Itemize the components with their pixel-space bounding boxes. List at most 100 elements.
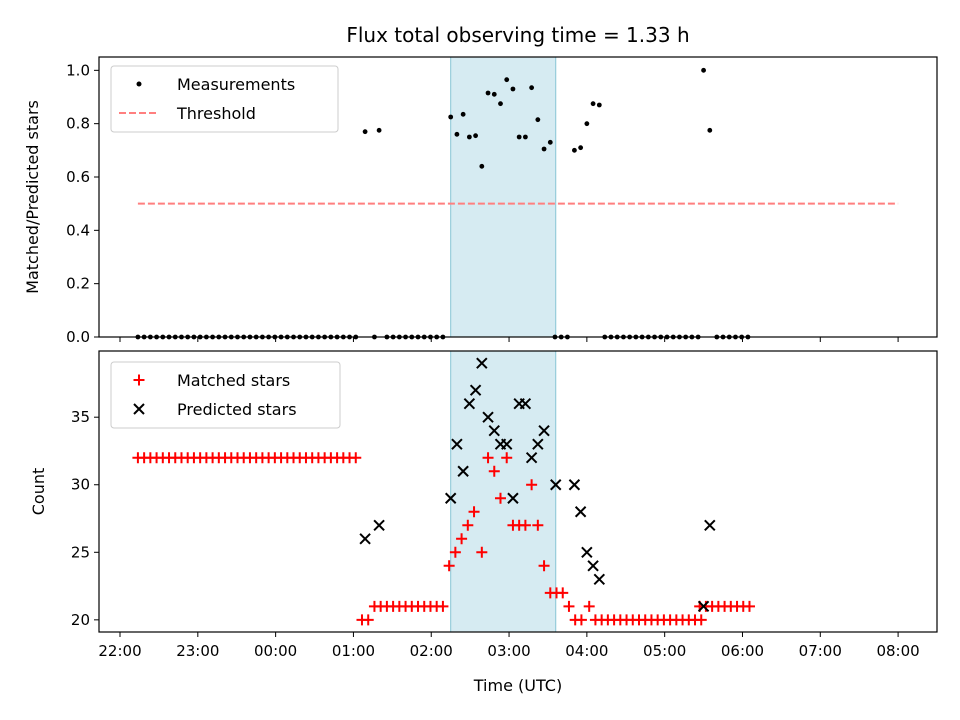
x-tick-label: 06:00 — [721, 642, 764, 660]
measurement-point — [510, 86, 516, 92]
top-y-axis-label: Matched/Predicted stars — [23, 100, 42, 294]
measurement-point — [701, 67, 706, 73]
matched-star-marker — [575, 614, 587, 626]
measurement-point — [376, 127, 382, 133]
x-tick-label: 05:00 — [643, 642, 686, 660]
predicted-star-marker — [568, 479, 581, 491]
top-y-tick-label: 0.2 — [66, 275, 90, 293]
highlight-span-bottom — [450, 350, 557, 633]
predicted-star-marker — [532, 438, 544, 450]
top-legend: Measurements Threshold — [110, 65, 339, 133]
predicted-star-marker — [469, 384, 482, 396]
x-axis-label: Time (UTC) — [473, 676, 562, 695]
measurement-point — [707, 127, 713, 133]
matched-star-marker — [563, 600, 575, 612]
legend-label-threshold: Threshold — [176, 104, 256, 123]
x-tick-label: 08:00 — [876, 642, 919, 660]
measurement-point — [590, 101, 596, 107]
predicted-star-marker — [457, 465, 469, 477]
matched-star-marker — [538, 560, 550, 572]
predicted-star-marker — [697, 600, 710, 613]
matched-star-marker — [443, 560, 455, 572]
legend-label-matched: Matched stars — [177, 371, 290, 390]
matched-star-marker — [449, 546, 461, 558]
measurement-point — [485, 90, 491, 96]
top-y-tick-label: 0.6 — [66, 168, 90, 186]
matched-star-marker — [362, 614, 374, 626]
predicted-star-marker — [476, 357, 488, 369]
measurement-point — [596, 102, 602, 108]
count-series — [132, 357, 755, 626]
x-tick-label: 03:00 — [487, 642, 530, 660]
predicted-star-marker — [501, 438, 513, 450]
predicted-star-marker — [482, 411, 494, 423]
measurement-point — [362, 129, 368, 135]
measurement-point — [491, 91, 497, 97]
predicted-star-marker — [538, 424, 550, 437]
matched-star-marker — [519, 519, 531, 531]
top-y-ticks: 0.0 0.2 0.4 0.6 0.8 1.0 — [66, 61, 99, 346]
predicted-star-marker — [519, 397, 532, 410]
bottom-y-tick-label: 30 — [71, 476, 90, 494]
measurement-point — [504, 77, 510, 83]
matched-star-marker — [695, 614, 707, 626]
predicted-star-marker — [373, 519, 385, 531]
matched-star-marker — [488, 465, 500, 477]
predicted-star-marker — [704, 519, 716, 531]
measurement-point — [578, 145, 584, 151]
top-x-ticks — [119, 337, 899, 342]
bottom-y-tick-label: 25 — [71, 543, 90, 561]
matched-star-marker — [462, 519, 474, 531]
matched-star-marker — [583, 600, 595, 612]
chart-title: Flux total observing time = 1.33 h — [346, 23, 689, 47]
x-tick-label: 23:00 — [176, 642, 219, 660]
bottom-y-axis-label: Count — [29, 468, 48, 516]
top-y-tick-label: 1.0 — [66, 61, 90, 79]
predicted-star-marker — [574, 506, 587, 518]
measurement-point — [454, 131, 460, 137]
matched-star-marker — [532, 519, 544, 531]
predicted-star-marker — [593, 573, 606, 586]
measurement-point — [448, 114, 454, 120]
measurement-point — [516, 134, 522, 140]
predicted-star-marker — [587, 560, 599, 572]
matched-star-marker — [468, 506, 480, 518]
measurement-point — [572, 147, 577, 153]
measurement-point — [547, 139, 553, 145]
matched-star-marker — [557, 587, 569, 599]
predicted-star-marker — [507, 492, 519, 504]
legend-x-marker — [133, 403, 145, 415]
predicted-star-marker — [550, 479, 562, 491]
matched-star-marker — [350, 452, 362, 464]
bottom-axes-frame — [98, 350, 938, 633]
legend-label-measurements: Measurements — [177, 75, 295, 94]
measurement-point — [473, 133, 478, 139]
measurement-point — [466, 134, 472, 140]
matched-star-marker — [482, 452, 494, 464]
predicted-star-marker — [451, 438, 463, 450]
x-tick-label: 02:00 — [410, 642, 453, 660]
matched-star-marker — [526, 479, 538, 491]
top-axes-frame — [98, 56, 938, 338]
bottom-legend-box — [110, 361, 341, 429]
x-tick-label: 00:00 — [254, 642, 297, 660]
measurement-point — [541, 146, 547, 152]
predicted-star-marker — [359, 533, 371, 545]
bottom-panel: 20 25 30 35 22:00 23:00 00:00 01:00 02:00 03:00 0… — [29, 350, 938, 695]
matched-star-marker — [476, 546, 488, 558]
bottom-y-tick-label: 35 — [71, 408, 90, 426]
predicted-star-marker — [488, 424, 500, 437]
measurement-point — [529, 85, 535, 91]
top-legend-box — [110, 65, 339, 133]
highlight-span-top — [450, 56, 557, 338]
measurement-point — [479, 163, 485, 169]
predicted-star-marker — [444, 492, 457, 504]
top-panel: 0.0 0.2 0.4 0.6 0.8 1.0 Matched/Predicted sta… — [23, 56, 938, 346]
predicted-star-marker — [581, 546, 593, 559]
top-y-tick-label: 0.4 — [66, 221, 90, 239]
matched-star-marker — [494, 492, 506, 504]
bottom-y-tick-label: 20 — [71, 611, 90, 629]
measurement-point — [535, 117, 541, 123]
bottom-x-ticks: 22:00 23:00 00:00 01:00 02:00 03:00 04:00 05:00… — [98, 632, 920, 660]
